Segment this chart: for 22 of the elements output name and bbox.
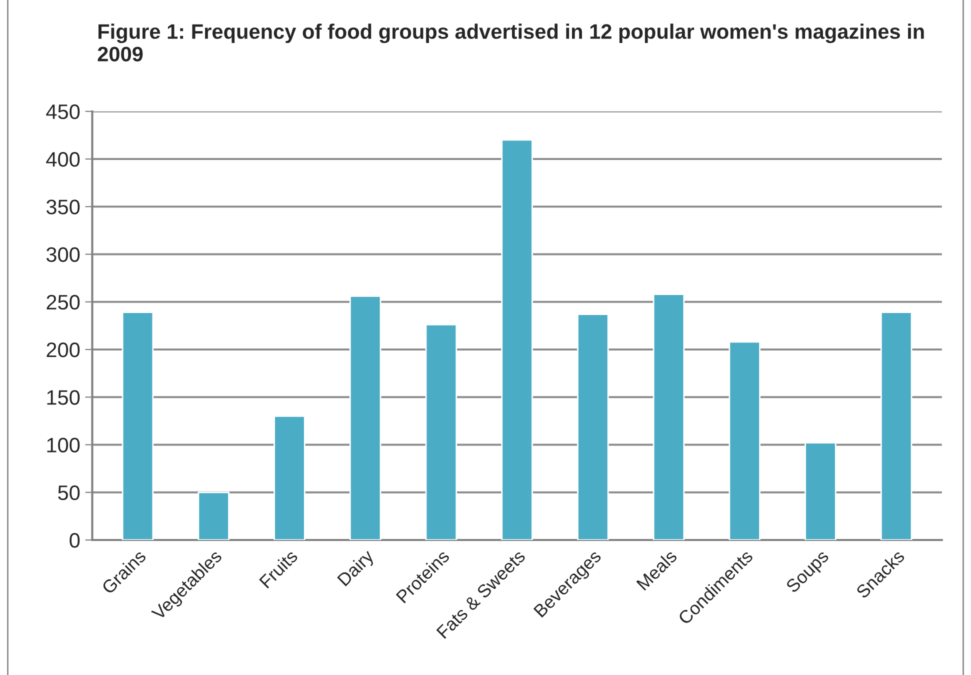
- bar: [349, 295, 382, 540]
- bar: [880, 312, 912, 540]
- y-tick-label: 300: [46, 247, 80, 262]
- y-tick-label: 250: [46, 294, 80, 310]
- bar: [274, 415, 306, 540]
- y-tick-label: 350: [46, 200, 80, 214]
- y-tick-label: 150: [47, 390, 80, 405]
- y-tick-label: 100: [47, 438, 80, 453]
- y-tick-label: 0: [70, 533, 80, 548]
- y-tick-label: 450: [46, 104, 80, 120]
- bar: [122, 312, 154, 540]
- y-tick-label: 200: [46, 342, 80, 358]
- bar: [425, 324, 458, 540]
- bar: [804, 442, 836, 540]
- bar: [577, 314, 609, 540]
- bar: [198, 492, 230, 540]
- bar: [501, 139, 533, 540]
- chart-title: Figure 1: Frequency of food groups advertised in 12 popular women's magazines in 2009: [98, 24, 924, 62]
- y-tick-label: 50: [58, 485, 80, 500]
- bar: [652, 294, 685, 540]
- bar: [728, 341, 761, 540]
- y-tick-label: 400: [46, 152, 80, 167]
